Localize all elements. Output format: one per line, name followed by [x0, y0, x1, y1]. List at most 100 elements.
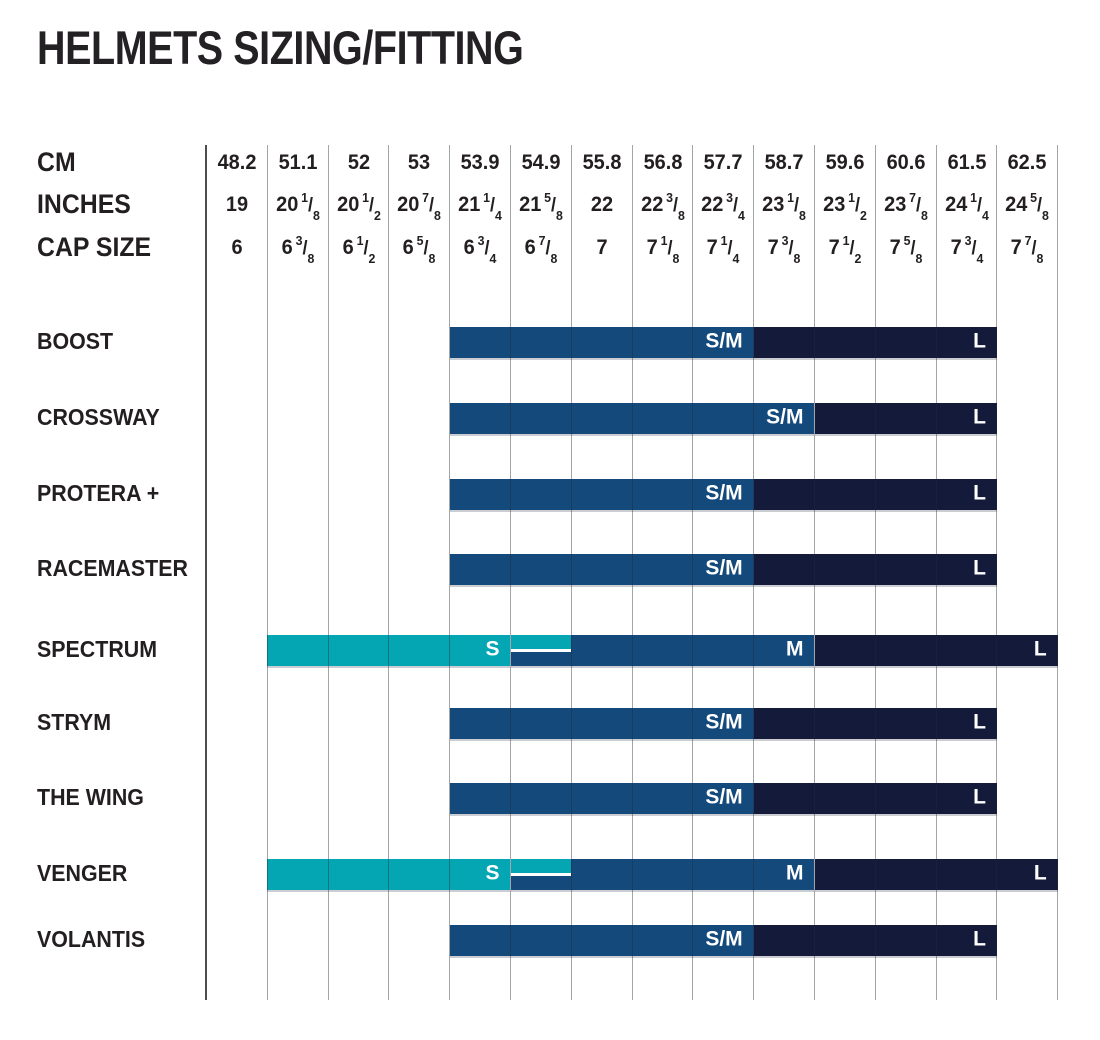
size-bar-segment	[814, 858, 1058, 890]
row-label: STRYM	[37, 708, 112, 735]
size-bar-segment	[449, 782, 754, 814]
header-cell: 6 5/8	[402, 233, 436, 267]
row-label: SPECTRUM	[37, 635, 158, 662]
header-cell: 20 1/2	[336, 190, 381, 224]
header-cell: 7	[596, 236, 608, 259]
grid-line	[510, 145, 511, 1000]
header-cell: 6	[231, 236, 243, 259]
size-bar-segment	[753, 782, 997, 814]
header-cell: 59.6	[825, 151, 865, 174]
header-cell: 60.6	[886, 151, 926, 174]
header-cell: 56.8	[643, 151, 682, 174]
header-cell: 20 7/8	[397, 190, 442, 224]
size-bar-label: L	[973, 481, 986, 505]
size-bar-segment	[449, 478, 754, 510]
grid-line	[388, 145, 390, 1000]
row-label: RACEMASTER	[37, 554, 188, 581]
header-cell: 53	[408, 151, 431, 174]
header-cell: 52	[347, 151, 370, 174]
header-cell: 20 1/8	[275, 190, 320, 224]
header-cell: 7 3/8	[767, 233, 801, 267]
row-label: CROSSWAY	[37, 403, 160, 430]
header-cell: 23 1/2	[822, 190, 867, 224]
size-bar-segment	[753, 326, 997, 358]
size-bar-segment	[510, 634, 572, 649]
size-bar-segment	[753, 707, 997, 739]
size-bar-segment	[753, 478, 997, 510]
header-cell: 23 7/8	[883, 190, 928, 224]
header-cell: 21 5/8	[518, 190, 563, 224]
header-cell: 61.5	[947, 151, 986, 174]
size-bar-label: S/M	[705, 556, 743, 580]
header-cell: 7 7/8	[1010, 233, 1044, 267]
grid-line	[570, 145, 572, 1000]
header-cell: 51.1	[278, 151, 318, 174]
size-bar-label: S	[485, 861, 500, 885]
size-bar-segment	[510, 875, 572, 890]
grid-line	[692, 145, 694, 1000]
header-cell: 57.7	[703, 151, 743, 174]
header-cell: 6 1/2	[342, 233, 375, 267]
page-title: HELMETS SIZING/FITTING	[37, 21, 524, 74]
header-cell: 6 3/4	[463, 233, 497, 267]
header-row-label: CM	[37, 146, 76, 177]
header-cell: 7 5/8	[889, 233, 923, 267]
size-bar-segment	[449, 402, 815, 434]
header-cell: 7 1/4	[706, 233, 740, 267]
size-bar-label: L	[973, 710, 986, 734]
header-cell: 22 3/8	[640, 190, 685, 224]
size-bar-label: M	[786, 861, 804, 885]
header-cell: 6 3/8	[281, 233, 315, 267]
grid-line	[935, 145, 937, 1000]
row-label: BOOST	[37, 327, 114, 354]
header-cell: 58.7	[764, 151, 804, 174]
size-bar-label: L	[1033, 637, 1047, 661]
header-cell: 24 5/8	[1005, 190, 1050, 224]
header-cell: 22 3/4	[701, 190, 746, 224]
size-bar-label: M	[786, 637, 804, 661]
size-bar-label: S	[485, 637, 500, 661]
size-bar-segment	[449, 553, 754, 585]
header-cell: 62.5	[1007, 151, 1047, 174]
size-bar-segment	[571, 634, 815, 666]
header-cell: 19	[225, 193, 248, 216]
grid-line	[753, 145, 755, 1000]
size-bar-label: S/M	[705, 329, 743, 353]
size-bar-segment	[267, 858, 511, 890]
size-bar-segment	[510, 651, 572, 666]
grid-line	[205, 145, 207, 1000]
grid-line	[266, 145, 268, 1000]
size-bar-label: L	[973, 405, 986, 429]
grid-line	[449, 145, 451, 1000]
size-bar-segment	[753, 924, 997, 956]
size-bar-segment	[449, 326, 754, 358]
header-cell: 7 3/4	[950, 233, 983, 267]
header-cell: 22	[590, 193, 613, 216]
header-cell: 7 1/2	[828, 233, 862, 267]
header-cell: 6 7/8	[524, 233, 558, 267]
header-row-label: INCHES	[37, 188, 131, 219]
size-bar-segment	[449, 924, 754, 956]
header-cell: 55.8	[582, 151, 622, 174]
size-bar-segment	[814, 634, 1058, 666]
grid-line	[996, 145, 998, 1000]
size-bar-segment	[571, 858, 815, 890]
size-bar-segment	[510, 858, 572, 873]
size-bar-label: S/M	[705, 927, 743, 951]
row-label: VENGER	[37, 859, 128, 886]
size-bar-label: L	[973, 785, 986, 809]
size-bar-label: S/M	[766, 405, 804, 429]
size-bar-label: L	[973, 556, 986, 580]
header-cell: 53.9	[460, 151, 500, 174]
header-cell: 21 1/4	[458, 190, 502, 224]
header-row-label: CAP SIZE	[37, 231, 152, 262]
size-bar-label: L	[973, 927, 986, 951]
header-cell: 54.9	[521, 151, 561, 174]
grid-line	[874, 145, 876, 1000]
size-bar-label: S/M	[705, 710, 743, 734]
row-label: VOLANTIS	[37, 925, 146, 952]
row-label: THE WING	[37, 783, 144, 810]
size-bar-segment	[814, 402, 997, 434]
size-bar-segment	[753, 553, 997, 585]
